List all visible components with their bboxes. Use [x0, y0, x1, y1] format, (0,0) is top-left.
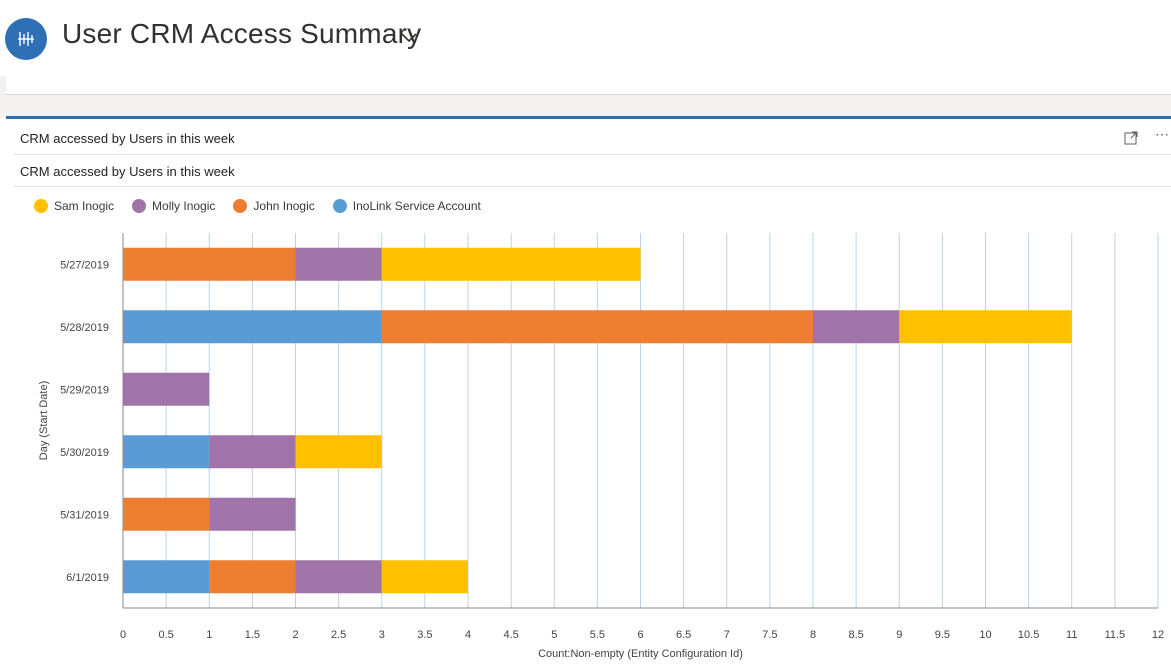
legend-swatch: [233, 199, 248, 213]
bar-segment[interactable]: [209, 560, 296, 594]
x-tick-label: 10.5: [1018, 629, 1039, 641]
legend-swatch: [332, 199, 347, 213]
x-axis-title: Count:Non-empty (Entity Configuration Id…: [538, 648, 743, 660]
page-title[interactable]: User CRM Access Summary: [62, 18, 422, 49]
chevron-down-icon[interactable]: [398, 26, 420, 48]
x-tick-label: 0.5: [158, 629, 173, 641]
x-tick-label: 11.5: [1105, 629, 1126, 641]
legend-item[interactable]: John Inogic: [233, 199, 315, 213]
y-tick-label: 5/30/2019: [60, 447, 109, 459]
legend-item[interactable]: Molly Inogic: [132, 199, 215, 213]
x-tick-label: 6: [637, 629, 643, 641]
bar-segment[interactable]: [899, 310, 1072, 344]
chart-dashboard-icon[interactable]: [5, 18, 47, 60]
x-tick-label: 9.5: [935, 629, 950, 641]
x-tick-label: 6.5: [676, 629, 691, 641]
x-tick-label: 0: [120, 629, 126, 641]
y-tick-label: 5/27/2019: [60, 259, 109, 271]
y-tick-label: 5/28/2019: [60, 322, 109, 334]
bar-segment[interactable]: [123, 247, 296, 281]
x-tick-label: 7.5: [762, 629, 777, 641]
chart-legend: Sam Inogic Molly Inogic John Inogic InoLink…: [34, 199, 499, 213]
bar-segment[interactable]: [813, 310, 900, 344]
expand-icon[interactable]: [1123, 130, 1139, 146]
y-tick-label: 5/29/2019: [60, 384, 109, 396]
x-tick-label: 1.5: [245, 629, 260, 641]
divider: [14, 186, 1171, 187]
x-tick-label: 3: [379, 629, 385, 641]
x-tick-label: 10: [979, 629, 991, 641]
x-tick-label: 2: [292, 629, 298, 641]
divider: [14, 154, 1171, 155]
bar-segment[interactable]: [295, 247, 382, 281]
y-axis-title: Day (Start Date): [38, 381, 50, 460]
legend-swatch: [132, 199, 147, 213]
x-tick-label: 9: [896, 629, 902, 641]
bar-segment[interactable]: [381, 310, 813, 344]
x-tick-label: 8: [810, 629, 816, 641]
chart-title: CRM accessed by Users in this week: [20, 164, 235, 179]
y-tick-label: 6/1/2019: [66, 572, 109, 584]
more-options-icon[interactable]: ⋯: [1155, 126, 1169, 142]
bar-segment[interactable]: [381, 560, 468, 594]
bar-segment[interactable]: [123, 497, 210, 531]
x-tick-label: 2.5: [331, 629, 346, 641]
bar-segment[interactable]: [381, 247, 641, 281]
x-tick-label: 3.5: [417, 629, 432, 641]
legend-item[interactable]: Sam Inogic: [34, 199, 114, 213]
bar-segment[interactable]: [295, 560, 382, 594]
section-strip: [6, 76, 1171, 95]
x-tick-label: 1: [206, 629, 212, 641]
bar-segment[interactable]: [209, 497, 296, 531]
legend-label: Molly Inogic: [152, 199, 216, 213]
legend-label: Sam Inogic: [54, 199, 115, 213]
x-tick-label: 11: [1066, 629, 1077, 641]
x-tick-label: 12: [1152, 629, 1164, 641]
x-tick-label: 8.5: [848, 629, 863, 641]
x-tick-label: 5.5: [590, 629, 605, 641]
panel-title: CRM accessed by Users in this week: [20, 131, 235, 146]
y-tick-label: 5/31/2019: [60, 509, 109, 521]
bar-segment[interactable]: [123, 310, 382, 344]
x-tick-label: 7: [724, 629, 730, 641]
legend-label: InoLink Service Account: [352, 199, 481, 213]
x-tick-label: 4.5: [503, 629, 518, 641]
legend-swatch: [34, 199, 48, 213]
legend-item[interactable]: InoLink Service Account: [332, 199, 481, 213]
x-tick-label: 4: [465, 629, 471, 641]
bar-segment[interactable]: [209, 435, 296, 469]
bar-segment[interactable]: [123, 435, 210, 469]
bar-segment[interactable]: [123, 372, 210, 406]
bar-segment[interactable]: [123, 560, 210, 594]
legend-label: John Inogic: [253, 199, 315, 213]
bar-segment[interactable]: [295, 435, 382, 469]
page-header: User CRM Access Summary: [0, 0, 1171, 76]
x-tick-label: 5: [551, 629, 557, 641]
